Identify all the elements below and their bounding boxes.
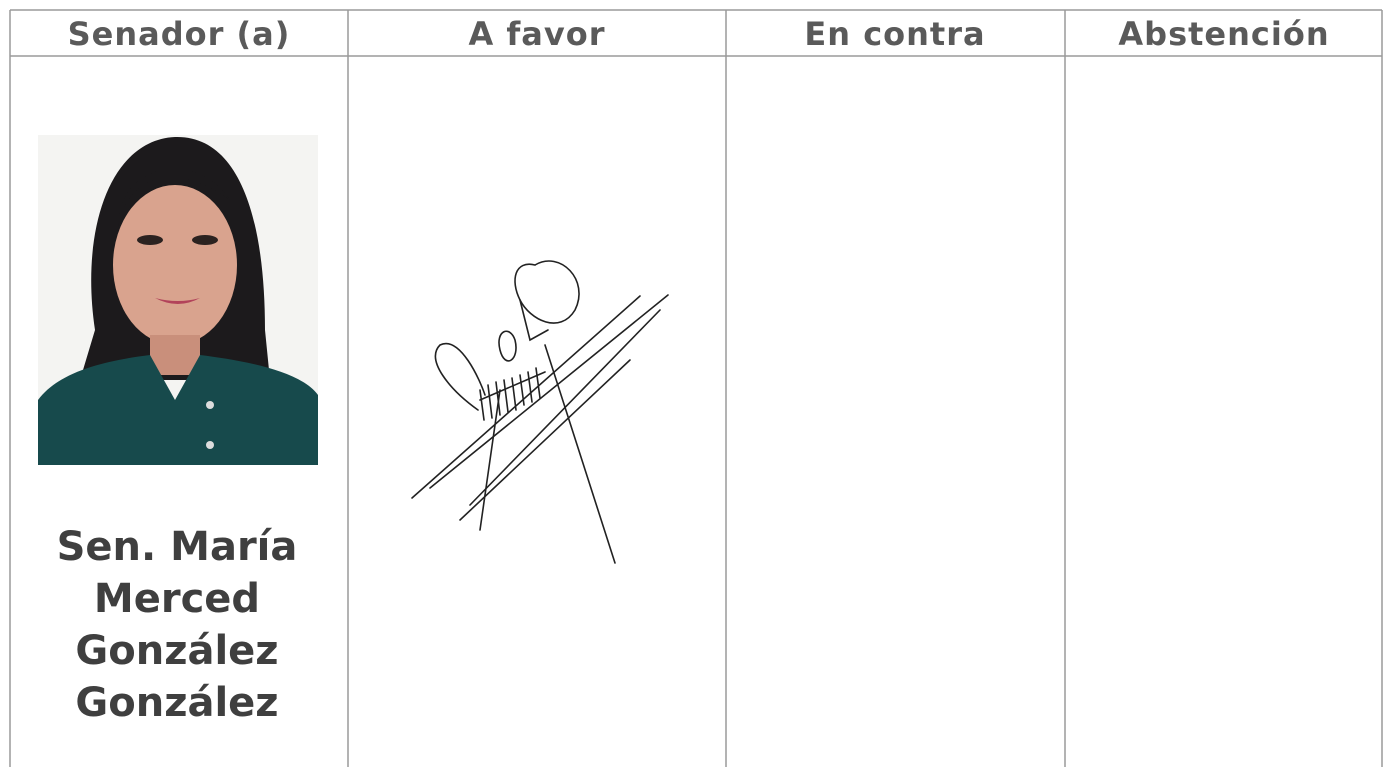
senator-photo xyxy=(38,135,318,465)
senator-name: Sen. María Merced González González xyxy=(57,524,298,726)
header-cell: A favor xyxy=(468,15,605,53)
name-line: González xyxy=(75,628,278,674)
header-cell: Abstención xyxy=(1118,15,1329,53)
header-cell: Senador (a) xyxy=(68,15,291,53)
table-grid xyxy=(9,9,1383,767)
name-line: Merced xyxy=(94,576,260,622)
signature xyxy=(411,260,669,564)
name-line: Sen. María xyxy=(57,524,298,570)
name-line: González xyxy=(75,680,278,726)
header-cell: En contra xyxy=(804,15,985,53)
